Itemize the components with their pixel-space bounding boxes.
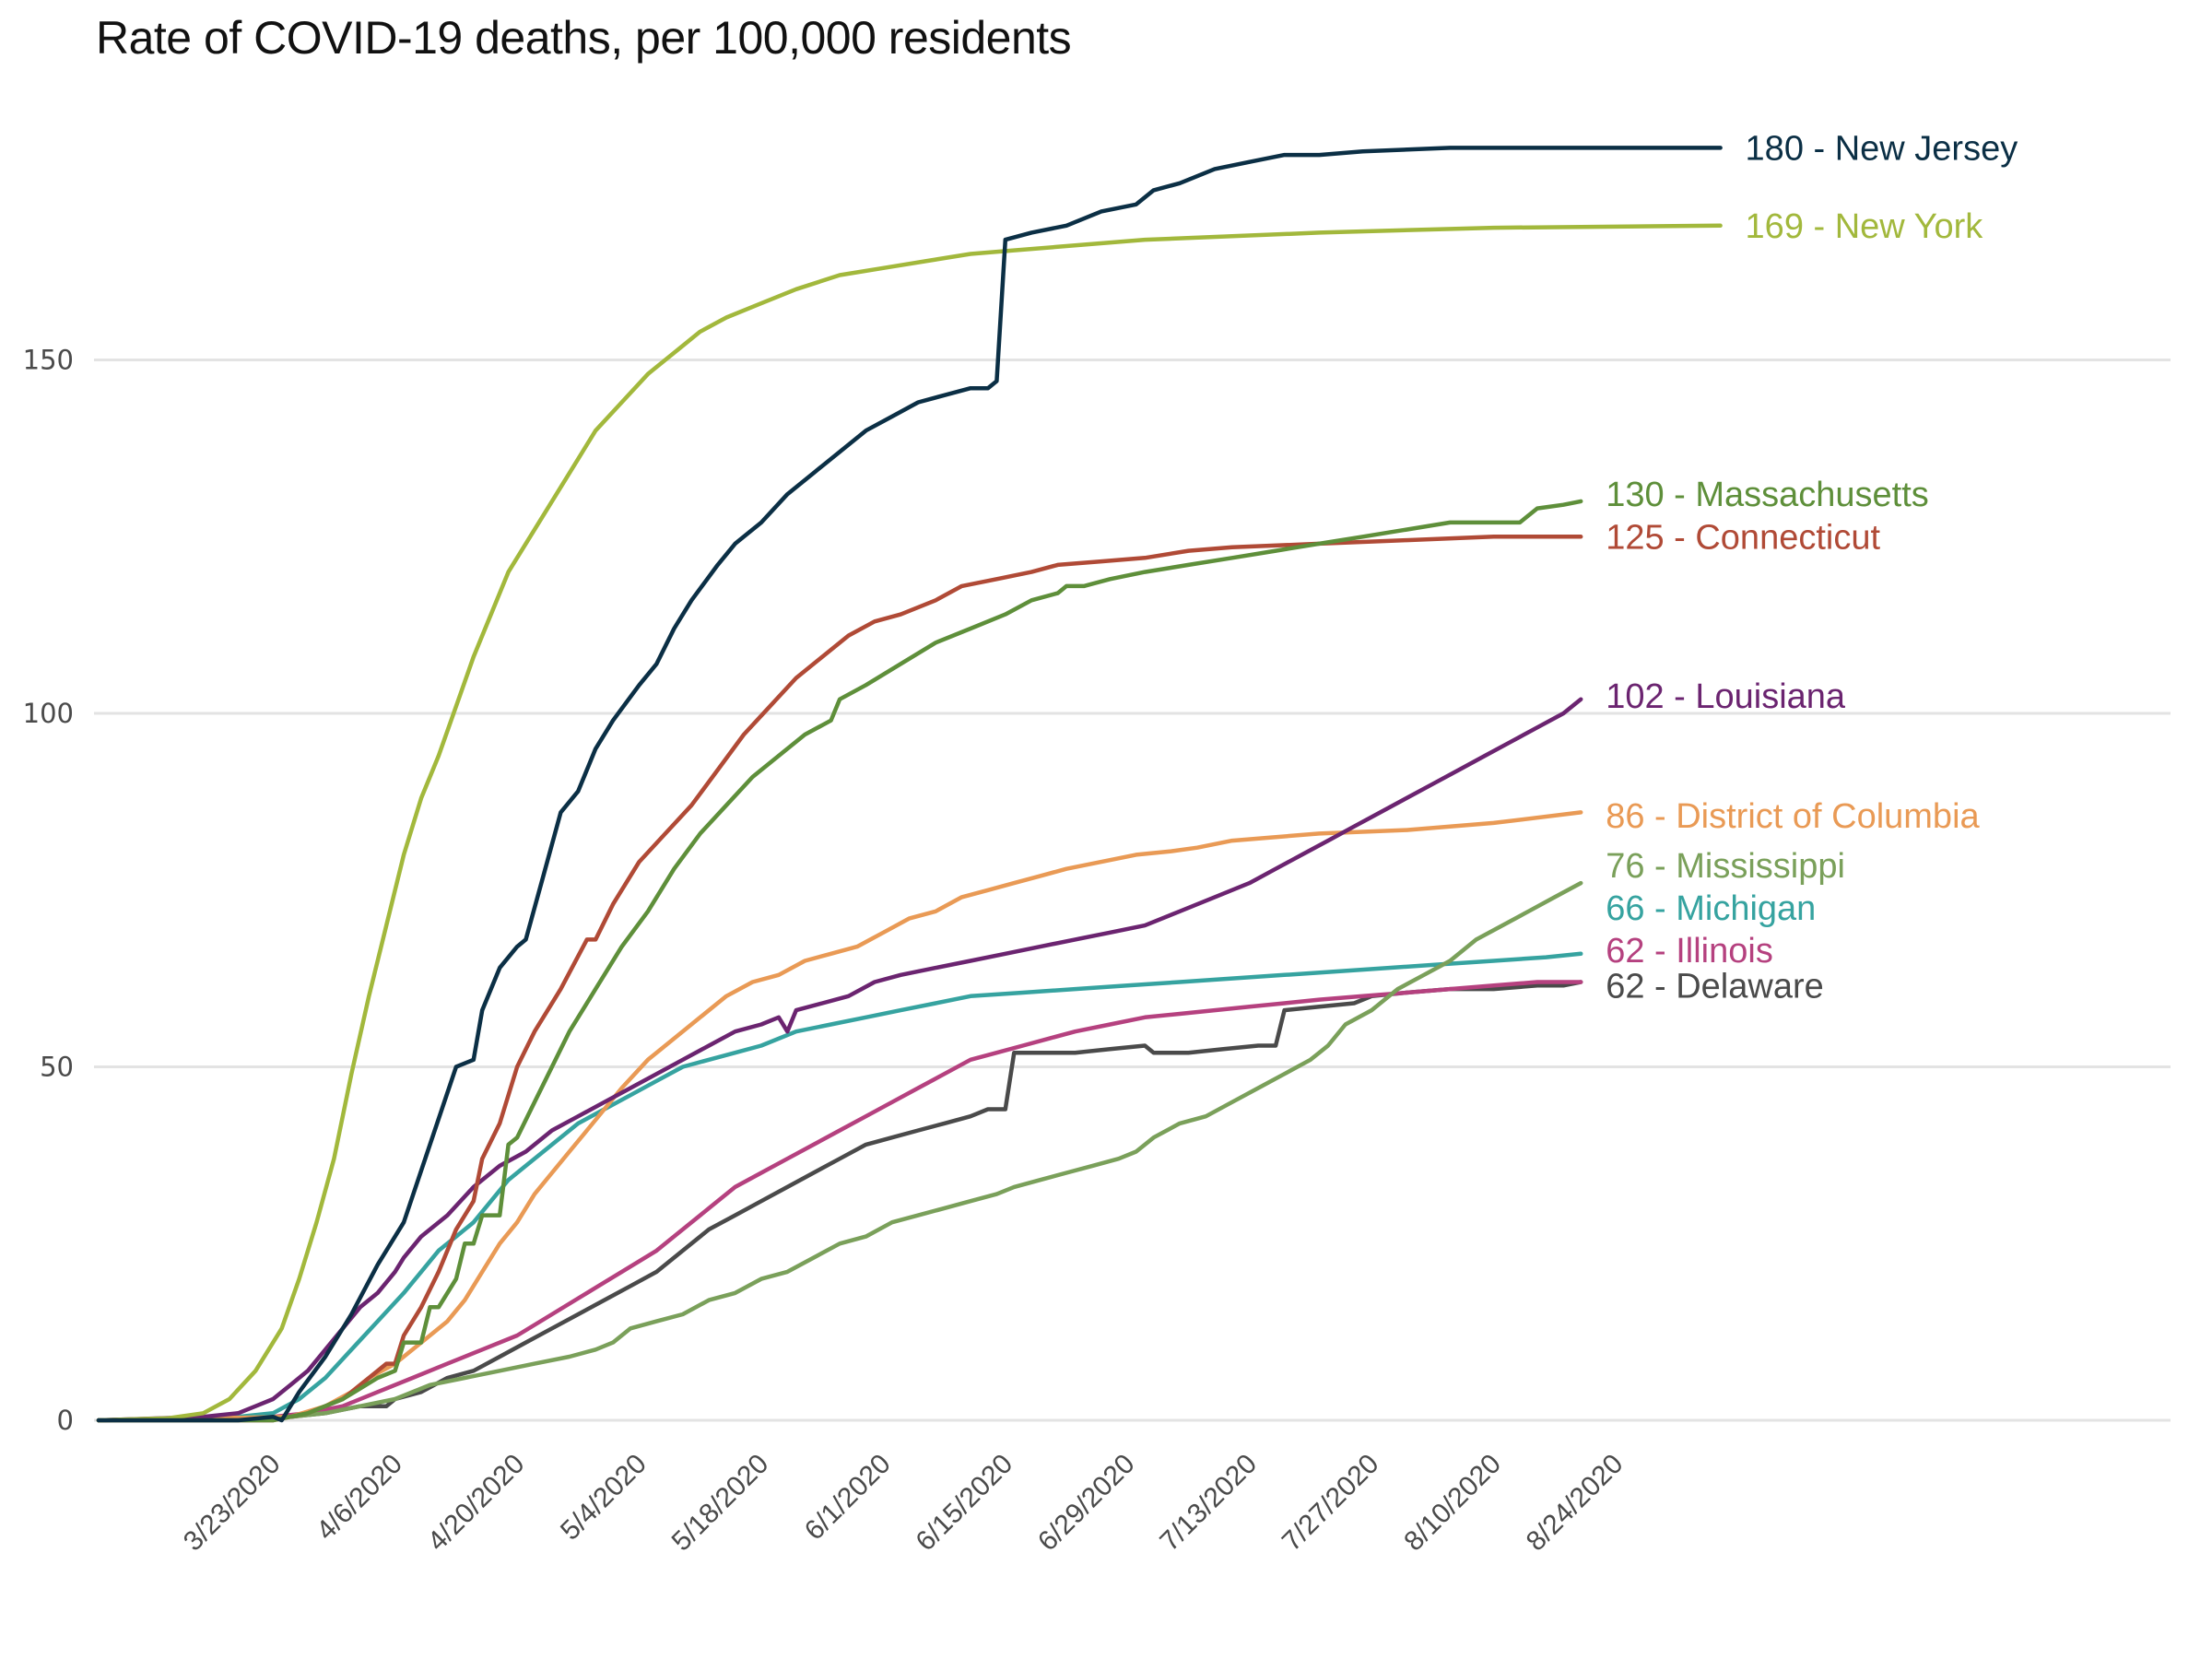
series-line-massachusetts [96,499,1583,1423]
y-axis-ticks: 0 50 100 150 [23,345,74,1437]
gridlines [94,359,2171,1422]
x-tick-label: 7/13/2020 [1154,1449,1263,1558]
series-line-connecticut [96,535,1583,1423]
series-label-connecticut: 125 - Connecticut [1606,518,1880,557]
x-tick-label: 7/27/2020 [1277,1449,1385,1558]
series-line-district-of-columbia [96,810,1583,1423]
series-label-new-york: 169 - New York [1746,207,1984,246]
x-tick-label: 5/4/2020 [555,1449,653,1547]
series-line-illinois [96,980,1583,1423]
x-tick-label: 6/15/2020 [911,1449,1019,1558]
series-label-louisiana: 102 - Louisiana [1606,677,1846,716]
x-tick-label: 5/18/2020 [666,1449,775,1558]
x-tick-label: 6/29/2020 [1032,1449,1141,1558]
x-tick-label: 3/23/2020 [178,1449,287,1558]
series-label-delaware: 62 - Delaware [1606,967,1824,1006]
x-tick-label: 8/10/2020 [1398,1449,1507,1558]
x-tick-label: 4/6/2020 [311,1449,408,1547]
series-label-massachusetts: 130 - Massachusetts [1606,476,1929,514]
series-line-michigan [96,951,1583,1423]
series-label-mississippi: 76 - Mississippi [1606,847,1845,886]
series-label-new-jersey: 180 - New Jersey [1746,129,2018,168]
series-label-illinois: 62 - Illinois [1606,932,1773,971]
x-axis-ticks: 3/23/2020 4/6/2020 4/20/2020 5/4/2020 5/18/2… [178,1449,1630,1558]
series-end-labels: 180 - New Jersey 169 - New York 130 - Mass… [1606,129,2018,1006]
y-tick-label: 100 [23,698,74,729]
series-line-delaware [96,980,1583,1423]
chart-title: Rate of COVID-19 deaths, per 100,000 res… [96,12,1072,64]
x-tick-label: 6/1/2020 [799,1449,897,1547]
y-tick-label: 50 [40,1052,74,1083]
series-line-louisiana [96,697,1583,1423]
series-label-michigan: 66 - Michigan [1606,889,1816,928]
series-label-district-of-columbia: 86 - District of Columbia [1606,797,1980,836]
series-line-new-jersey [96,146,1723,1423]
x-tick-label: 4/20/2020 [422,1449,531,1558]
series-line-new-york [96,223,1723,1423]
y-tick-label: 0 [57,1405,74,1436]
series-line-mississippi [96,880,1583,1423]
y-tick-label: 150 [23,345,74,376]
x-tick-label: 8/24/2020 [1521,1449,1630,1558]
series-lines [96,146,1723,1423]
